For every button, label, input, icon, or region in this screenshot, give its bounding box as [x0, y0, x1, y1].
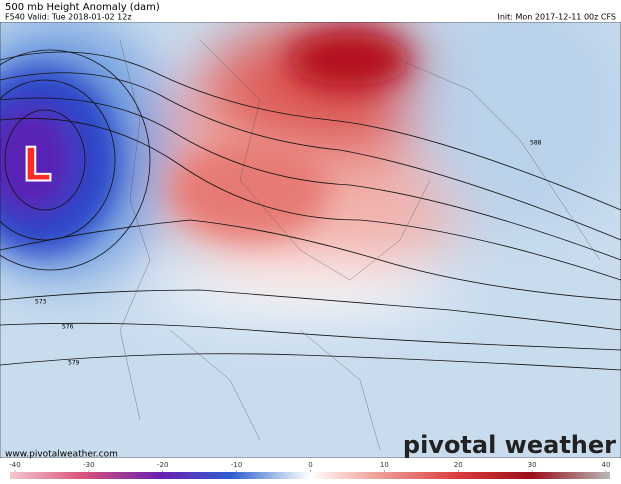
map	[0, 22, 621, 458]
colorbar-tick-label: 10	[380, 461, 389, 469]
colorbar-tick-label: -10	[231, 461, 242, 469]
colorbar-tick-label: 20	[454, 461, 463, 469]
init-time: Init: Mon 2017-12-11 00z CFS	[497, 13, 616, 22]
website: www.pivotalweather.com	[5, 450, 118, 460]
contour-label: 588	[530, 140, 542, 147]
title: 500 mb Height Anomaly (dam)	[5, 2, 160, 13]
low-label: L	[22, 138, 51, 192]
colorbar-ticks: -40 -30 -20 -10 0 10 20 30 40	[9, 461, 610, 472]
colorbar	[10, 472, 610, 479]
contour-label: 579	[68, 360, 80, 367]
colorbar-tick-label: 40	[602, 461, 611, 469]
contour-label: 576	[62, 324, 74, 331]
colorbar-tick-label: -30	[83, 461, 94, 469]
colorbar-tick-label: -20	[157, 461, 168, 469]
contour-label: 573	[35, 299, 47, 306]
logo: pivotal weather	[403, 431, 616, 459]
valid-time: F540 Valid: Tue 2018-01-02 12z	[5, 13, 132, 22]
colorbar-tick-label: -40	[9, 461, 20, 469]
colorbar-tick-label: 30	[528, 461, 537, 469]
colorbar-tick-label: 0	[308, 461, 312, 469]
